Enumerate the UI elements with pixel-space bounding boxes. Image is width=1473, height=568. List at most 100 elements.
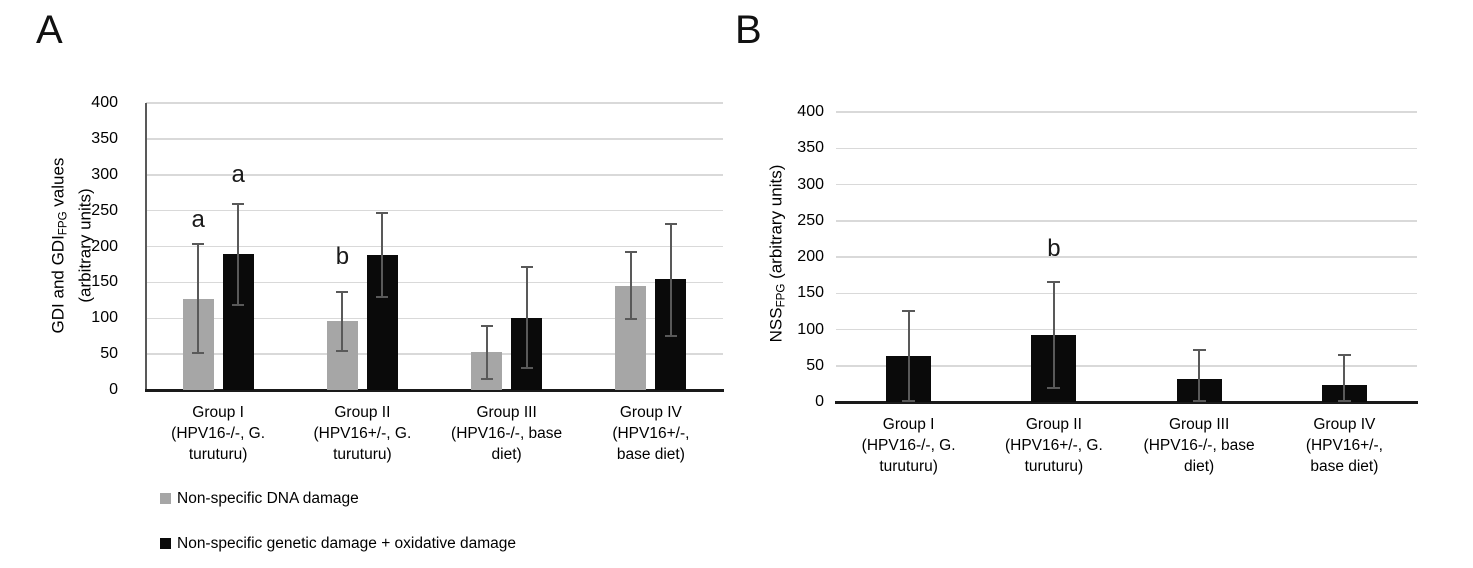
error-bar-cap xyxy=(376,295,389,298)
error-bar-cap xyxy=(480,377,493,380)
x-category-label-line: (HPV16-/-, base xyxy=(451,425,563,442)
error-bar-cap xyxy=(664,335,677,338)
legend-label: Non-specific DNA damage xyxy=(177,490,359,507)
x-category-label-line: turuturu) xyxy=(879,458,938,475)
x-category-label-group-3: Group III (HPV16-/-, base diet) xyxy=(1114,414,1284,477)
error-bar-line xyxy=(525,266,528,369)
gridline xyxy=(836,292,1417,294)
legend-item: Non-specific DNA damage xyxy=(160,488,359,509)
y-tick-label: 400 xyxy=(797,103,824,120)
error-bar-cap xyxy=(624,317,637,320)
x-category-label-line: turuturu) xyxy=(188,446,248,463)
significance-letter-a: a xyxy=(191,205,205,233)
y-tick-label: 50 xyxy=(806,356,824,374)
gridline xyxy=(146,353,723,355)
x-category-label-line: diet) xyxy=(1184,458,1215,475)
gridline xyxy=(146,317,723,319)
x-category-label-line: Group I xyxy=(882,416,935,433)
gridline xyxy=(146,174,723,176)
y-tick-label: 50 xyxy=(100,345,118,363)
y-tick-label: 350 xyxy=(797,139,824,157)
y-tick-label: 200 xyxy=(91,237,118,255)
x-category-label-line: (HPV16+/-, xyxy=(1305,437,1383,454)
ylabel-text: NSS xyxy=(766,307,786,343)
x-category-label-line: Group II xyxy=(334,404,391,421)
error-bar-line xyxy=(1343,354,1346,401)
error-bar-cap xyxy=(376,211,389,214)
y-axis-title: NSSFPG (arbitrary units) xyxy=(766,124,793,384)
ylabel-subscript: FPG xyxy=(775,283,788,308)
error-bar-cap xyxy=(336,290,349,293)
error-bar-cap xyxy=(902,309,916,312)
significance-letter-a: a xyxy=(231,160,245,188)
y-axis-line xyxy=(145,103,147,391)
error-bar-line xyxy=(237,204,240,306)
x-category-label-line: Group I xyxy=(192,404,244,421)
error-bar-cap xyxy=(664,222,677,225)
y-tick-label: 100 xyxy=(797,320,824,338)
error-bar-cap xyxy=(1192,348,1206,351)
x-category-label-line: Group III xyxy=(1168,416,1230,433)
gridline xyxy=(836,365,1417,367)
error-bar-cap xyxy=(1337,399,1351,402)
x-category-label-line: base diet) xyxy=(616,446,685,463)
error-bar-cap xyxy=(1047,280,1061,283)
legend-swatch-gray xyxy=(160,493,171,504)
gridline xyxy=(836,183,1417,186)
y-tick-label: 100 xyxy=(91,309,118,327)
error-bar-cap xyxy=(192,352,205,355)
y-tick-label: 300 xyxy=(91,165,118,183)
error-bar-line xyxy=(485,326,488,379)
gridline xyxy=(836,256,1417,258)
x-category-label-line: Group III xyxy=(476,404,537,421)
error-bar-cap xyxy=(1047,386,1061,389)
y-tick-label: 350 xyxy=(91,129,118,147)
x-axis-line xyxy=(145,389,724,392)
y-tick-label: 200 xyxy=(797,248,824,265)
significance-letter-b: b xyxy=(335,243,350,271)
x-category-label-line: Group II xyxy=(1025,416,1082,433)
error-bar-cap xyxy=(520,265,533,268)
x-category-label-line: diet) xyxy=(491,446,522,463)
error-bar-line xyxy=(907,310,910,401)
legend-swatch-black xyxy=(160,538,171,549)
error-bar-cap xyxy=(902,399,916,402)
x-category-label-line: Group IV xyxy=(619,404,682,421)
y-tick-label: 250 xyxy=(91,201,118,219)
x-category-label-line: Group IV xyxy=(1313,416,1376,433)
y-tick-label: 250 xyxy=(797,211,824,229)
x-category-label-line: (HPV16-/-, G. xyxy=(171,425,266,442)
error-bar-cap xyxy=(192,243,205,246)
x-category-label-group-4: Group IV (HPV16+/-, base diet) xyxy=(1259,414,1429,477)
x-category-label-group-2: Group II (HPV16+/-, G. turuturu) xyxy=(969,414,1139,477)
error-bar-cap xyxy=(1337,353,1351,356)
gridline xyxy=(836,328,1417,331)
legend-item: Non-specific genetic damage + oxidative … xyxy=(160,533,516,554)
x-category-label-line: (HPV16+/-, G. xyxy=(313,425,412,442)
error-bar-line xyxy=(341,291,344,351)
x-category-label-line: base diet) xyxy=(1310,458,1379,475)
x-category-label-line: (HPV16-/-, base xyxy=(1143,437,1255,454)
error-bar-cap xyxy=(520,367,533,370)
x-category-label-line: (HPV16+/-, xyxy=(612,425,690,442)
x-category-label-group-2: Group II (HPV16+/-, G. turuturu) xyxy=(277,402,447,465)
error-bar-cap xyxy=(480,325,493,328)
ylabel-text: (arbitrary units) xyxy=(766,164,786,284)
error-bar-cap xyxy=(624,250,637,253)
x-category-label-line: turuturu) xyxy=(1024,458,1084,475)
error-bar-line xyxy=(381,212,384,297)
error-bar-cap xyxy=(232,304,245,307)
y-tick-label: 0 xyxy=(109,381,118,398)
error-bar-cap xyxy=(1192,400,1206,403)
y-tick-label: 150 xyxy=(91,273,118,291)
y-tick-label: 300 xyxy=(797,175,824,193)
gridline xyxy=(146,281,723,284)
y-axis-title-line: NSSFPG (arbitrary units) xyxy=(766,124,793,384)
y-tick-label: 400 xyxy=(91,94,118,111)
x-category-label-line: turuturu) xyxy=(333,446,392,463)
gridline xyxy=(146,245,723,248)
error-bar-line xyxy=(1198,349,1201,402)
x-category-label-line: (HPV16-/-, G. xyxy=(861,437,956,454)
error-bar-line xyxy=(629,251,632,319)
